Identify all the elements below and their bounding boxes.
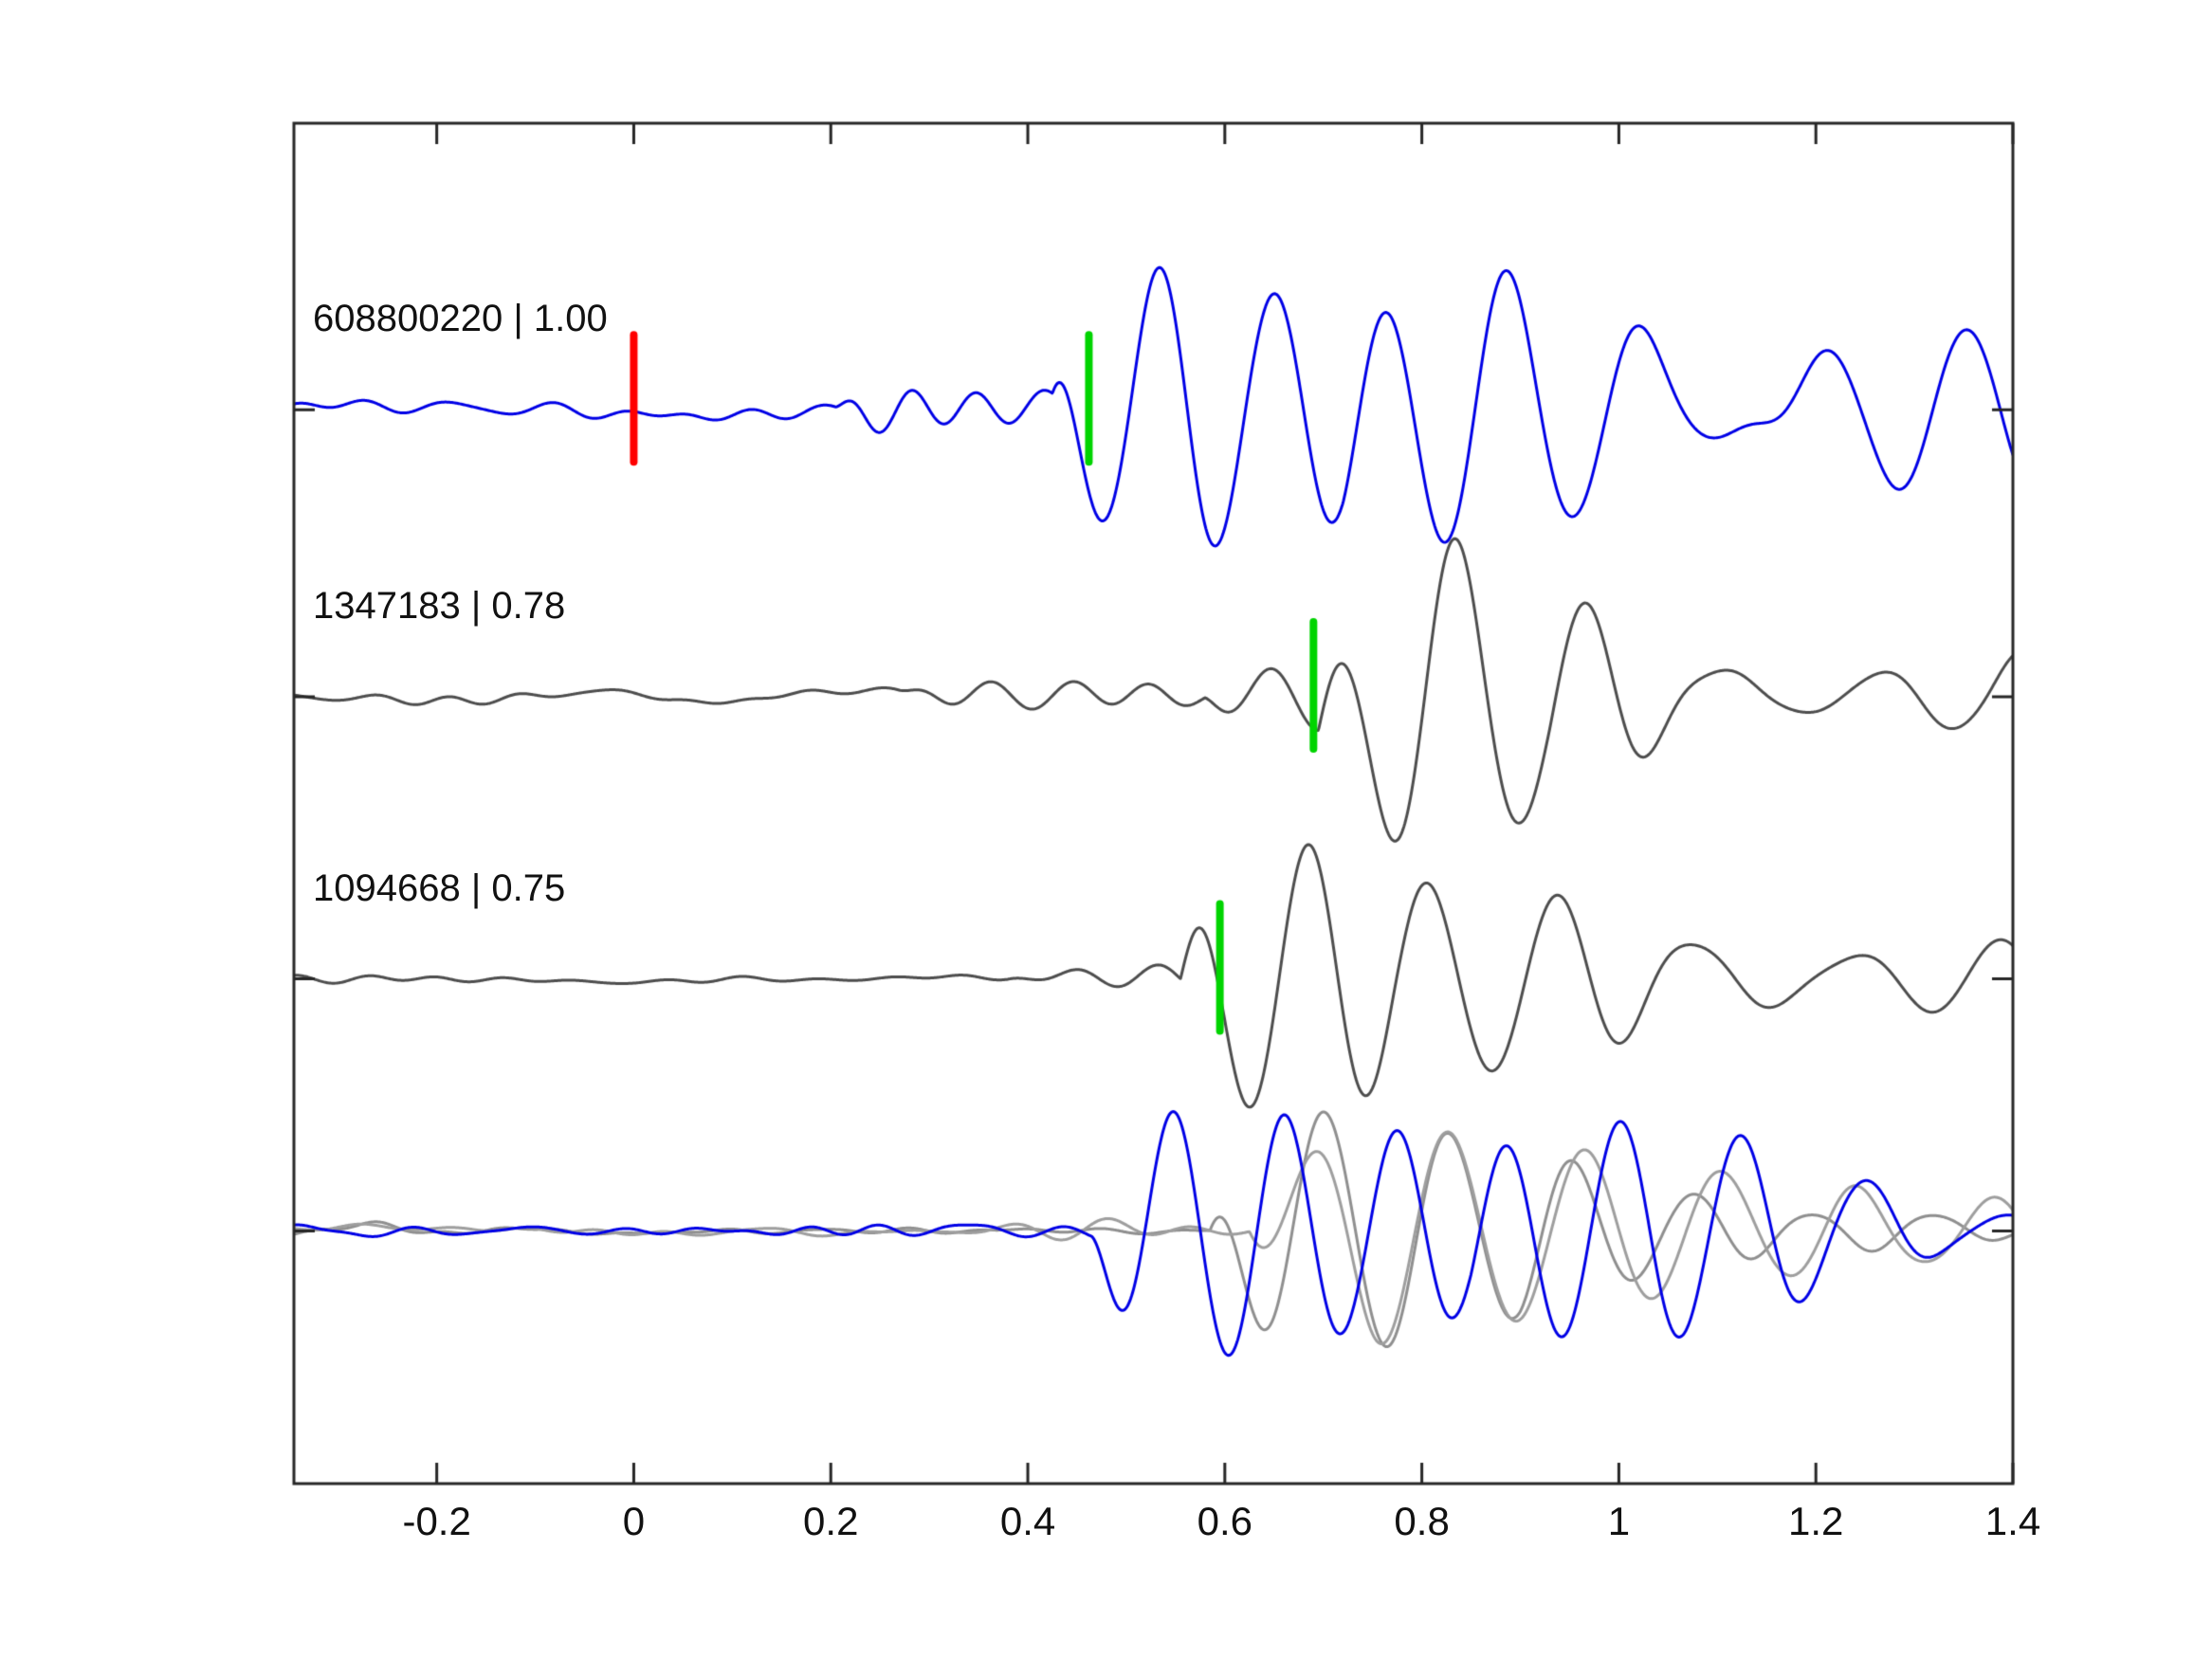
x-tick-label: 0.4 [999, 1499, 1056, 1543]
trace-label-template: 608800220 | 1.00 [313, 298, 608, 340]
x-tick-label: -0.2 [402, 1499, 471, 1543]
x-tick-label: 0.2 [803, 1499, 859, 1543]
x-tick-label: 0.6 [1197, 1499, 1253, 1543]
trace-label-detection-2: 1094668 | 0.75 [313, 866, 566, 909]
x-tick-label: 0.8 [1394, 1499, 1450, 1543]
x-tick-label: 0 [622, 1499, 646, 1543]
x-tick-label: 1 [1607, 1499, 1631, 1543]
trace-label-detection-1: 1347183 | 0.78 [313, 585, 566, 627]
x-tick-label: 1.2 [1788, 1499, 1844, 1543]
x-tick-label: 1.4 [1984, 1499, 2041, 1543]
